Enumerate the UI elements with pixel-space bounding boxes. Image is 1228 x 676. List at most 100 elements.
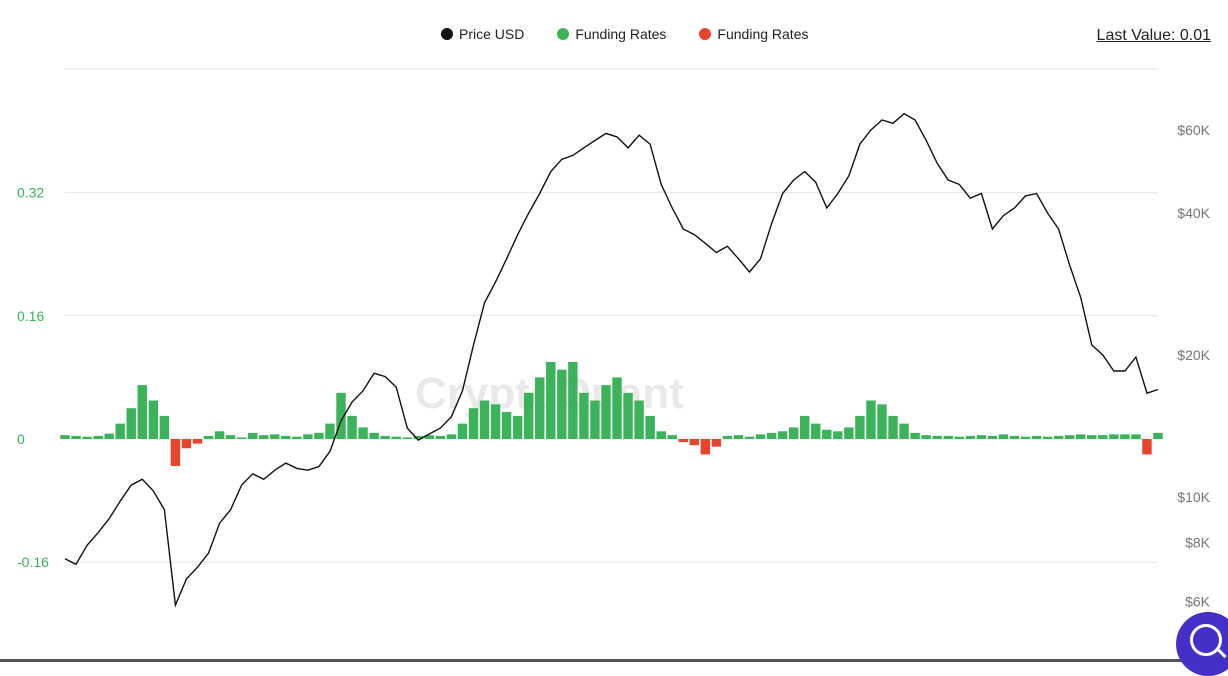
funding-rate-chart: CryptoQuant 0.320.160-0.16 $60K$40K$20K$…	[17, 68, 1211, 610]
funding-bar-positive	[523, 392, 534, 439]
right-tick-label: $8K	[1185, 535, 1211, 551]
funding-bar-negative	[181, 439, 192, 449]
funding-bar-positive	[203, 435, 214, 439]
funding-bar-positive	[733, 435, 744, 439]
funding-bar-positive	[457, 423, 468, 439]
funding-bar-positive	[612, 377, 622, 439]
legend-funding-pos-label: Funding Rates	[575, 26, 667, 42]
right-tick-label: $10K	[1177, 489, 1210, 505]
funding-bar-positive	[501, 412, 512, 439]
bottom-border	[0, 659, 1228, 662]
last-value-link[interactable]: Last Value: 0.01	[1096, 27, 1211, 44]
funding-bar-positive	[722, 435, 733, 439]
funding-bar-negative	[170, 439, 181, 466]
funding-positive-dot-icon	[557, 28, 570, 40]
funding-bar-positive	[391, 436, 401, 439]
left-tick-label: 0.32	[17, 185, 44, 201]
funding-bar-negative	[689, 439, 700, 446]
funding-bar-positive	[811, 423, 821, 439]
funding-bar-positive	[490, 404, 501, 439]
help-chat-button[interactable]	[1176, 612, 1228, 676]
funding-bar-positive	[479, 400, 490, 439]
funding-bar-positive	[1087, 435, 1097, 439]
funding-bar-positive	[1153, 432, 1163, 439]
funding-bar-positive	[987, 435, 998, 439]
right-tick-label: $6K	[1185, 594, 1211, 610]
funding-bar-positive	[645, 415, 655, 439]
funding-bar-positive	[236, 437, 247, 439]
funding-bar-negative	[678, 439, 688, 443]
left-axis: 0.32 0.16 0 -0.16	[17, 185, 49, 571]
funding-bar-positive	[159, 415, 170, 439]
funding-bar-positive	[214, 431, 225, 439]
chat-search-icon	[1190, 624, 1222, 656]
price-line	[64, 112, 1159, 608]
funding-bar-positive	[590, 400, 600, 439]
funding-bar-positive	[303, 434, 313, 439]
funding-bar-positive	[1109, 434, 1119, 439]
left-tick-label: 0.16	[17, 308, 44, 324]
funding-bar-positive	[777, 431, 788, 439]
funding-bar-positive	[247, 432, 258, 439]
funding-bar-positive	[369, 432, 379, 439]
right-tick-label: $20K	[1177, 347, 1210, 363]
funding-bar-positive	[799, 415, 810, 439]
funding-bar-positive	[71, 435, 81, 439]
legend-item-funding-positive[interactable]: Funding Rates	[557, 26, 666, 42]
funding-bar-negative	[711, 439, 722, 447]
funding-bar-positive	[877, 404, 887, 439]
funding-bar-positive	[380, 435, 390, 439]
funding-bar-positive	[943, 435, 953, 439]
funding-bar-positive	[325, 423, 335, 439]
funding-bar-negative	[700, 439, 711, 455]
funding-bar-positive	[954, 436, 964, 439]
legend-funding-neg-label: Funding Rates	[717, 26, 809, 42]
funding-bar-positive	[512, 415, 523, 439]
funding-bar-positive	[910, 432, 920, 439]
funding-bar-positive	[1120, 434, 1130, 439]
funding-bar-positive	[899, 423, 909, 439]
funding-bar-positive	[656, 431, 666, 439]
funding-bar-positive	[336, 392, 346, 439]
funding-bar-positive	[1098, 435, 1108, 439]
legend-item-funding-negative[interactable]: Funding Rates	[699, 26, 808, 42]
left-tick-label: 0	[17, 431, 25, 447]
funding-bar-positive	[468, 408, 479, 439]
funding-bar-positive	[104, 433, 114, 439]
funding-bar-positive	[424, 435, 435, 439]
funding-bar-positive	[148, 400, 159, 439]
funding-bar-positive	[347, 415, 357, 439]
funding-bar-positive	[888, 415, 898, 439]
legend-price-label: Price USD	[459, 26, 525, 42]
funding-bar-positive	[921, 435, 931, 439]
funding-bar-positive	[998, 434, 1009, 439]
funding-bar-positive	[833, 431, 843, 439]
funding-bar-positive	[855, 415, 865, 439]
funding-bar-positive	[1042, 436, 1053, 439]
funding-bar-positive	[623, 392, 633, 439]
funding-bar-positive	[1020, 436, 1031, 439]
funding-bar-negative	[192, 439, 203, 444]
funding-bar-positive	[976, 435, 987, 439]
funding-bar-positive	[822, 429, 832, 439]
funding-bar-positive	[932, 435, 942, 439]
price-dot-icon	[441, 28, 453, 40]
funding-bar-positive	[1031, 435, 1042, 439]
right-tick-label: $60K	[1177, 122, 1210, 138]
funding-bar-positive	[281, 435, 291, 439]
funding-bar-positive	[137, 385, 147, 439]
legend-item-price[interactable]: Price USD	[441, 26, 524, 42]
funding-rate-bars	[60, 362, 1163, 466]
chart-legend: Price USD Funding Rates Funding Rates	[441, 26, 841, 42]
funding-bar-positive	[93, 435, 103, 439]
funding-bar-positive	[126, 408, 136, 439]
funding-bar-positive	[1131, 434, 1141, 439]
funding-bar-positive	[1053, 435, 1064, 439]
funding-bar-positive	[788, 427, 799, 439]
left-tick-label: -0.16	[17, 554, 49, 570]
right-axis: $60K $40K $20K $10K $8K $6K	[1177, 122, 1210, 610]
right-tick-label: $40K	[1177, 205, 1210, 221]
funding-bar-positive	[1076, 434, 1086, 439]
funding-bar-negative	[1142, 439, 1152, 455]
funding-bar-positive	[358, 427, 368, 439]
